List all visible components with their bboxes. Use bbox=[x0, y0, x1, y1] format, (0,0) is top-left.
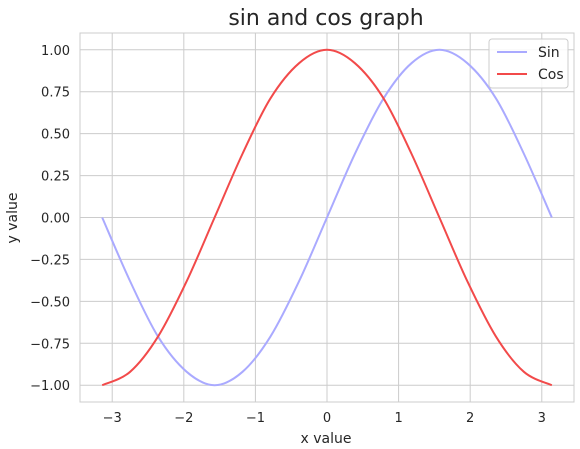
legend: Sin Cos bbox=[488, 38, 569, 89]
y-tick-label: −0.50 bbox=[30, 295, 70, 310]
y-tick-label: −0.75 bbox=[30, 337, 70, 352]
y-tick-label: −1.00 bbox=[30, 379, 70, 394]
legend-label-sin: Sin bbox=[538, 45, 560, 61]
y-tick-label: 1.00 bbox=[41, 44, 70, 59]
x-tick-label: 2 bbox=[466, 411, 474, 426]
x-tick-label: −3 bbox=[103, 411, 122, 426]
y-tick-label: 0.25 bbox=[41, 170, 70, 185]
x-tick-label: 3 bbox=[538, 411, 546, 426]
x-tick-label: 0 bbox=[323, 411, 331, 426]
x-tick-label: −2 bbox=[174, 411, 193, 426]
legend-label-cos: Cos bbox=[538, 67, 564, 83]
x-tick-label: 1 bbox=[394, 411, 402, 426]
y-tick-label: 0.75 bbox=[41, 86, 70, 101]
chart-title: sin and cos graph bbox=[228, 6, 423, 31]
y-tick-label: 0.50 bbox=[41, 128, 70, 143]
x-tick-label: −1 bbox=[246, 411, 265, 426]
y-tick-label: −0.25 bbox=[30, 253, 70, 268]
grid bbox=[80, 33, 574, 402]
series-line-cos bbox=[101, 48, 553, 387]
plot-area bbox=[79, 32, 575, 403]
y-tick-label: 0.00 bbox=[41, 212, 70, 227]
x-axis-ticks: −3 −2 −1 0 1 2 3 bbox=[103, 411, 546, 426]
y-axis-label: y value bbox=[5, 193, 21, 244]
x-axis-label: x value bbox=[301, 431, 352, 447]
series-lines bbox=[101, 48, 553, 387]
y-axis-ticks: −1.00 −0.75 −0.50 −0.25 0.00 0.25 0.50 0.75 1.00 bbox=[30, 44, 70, 394]
series-line-sin bbox=[101, 48, 553, 387]
